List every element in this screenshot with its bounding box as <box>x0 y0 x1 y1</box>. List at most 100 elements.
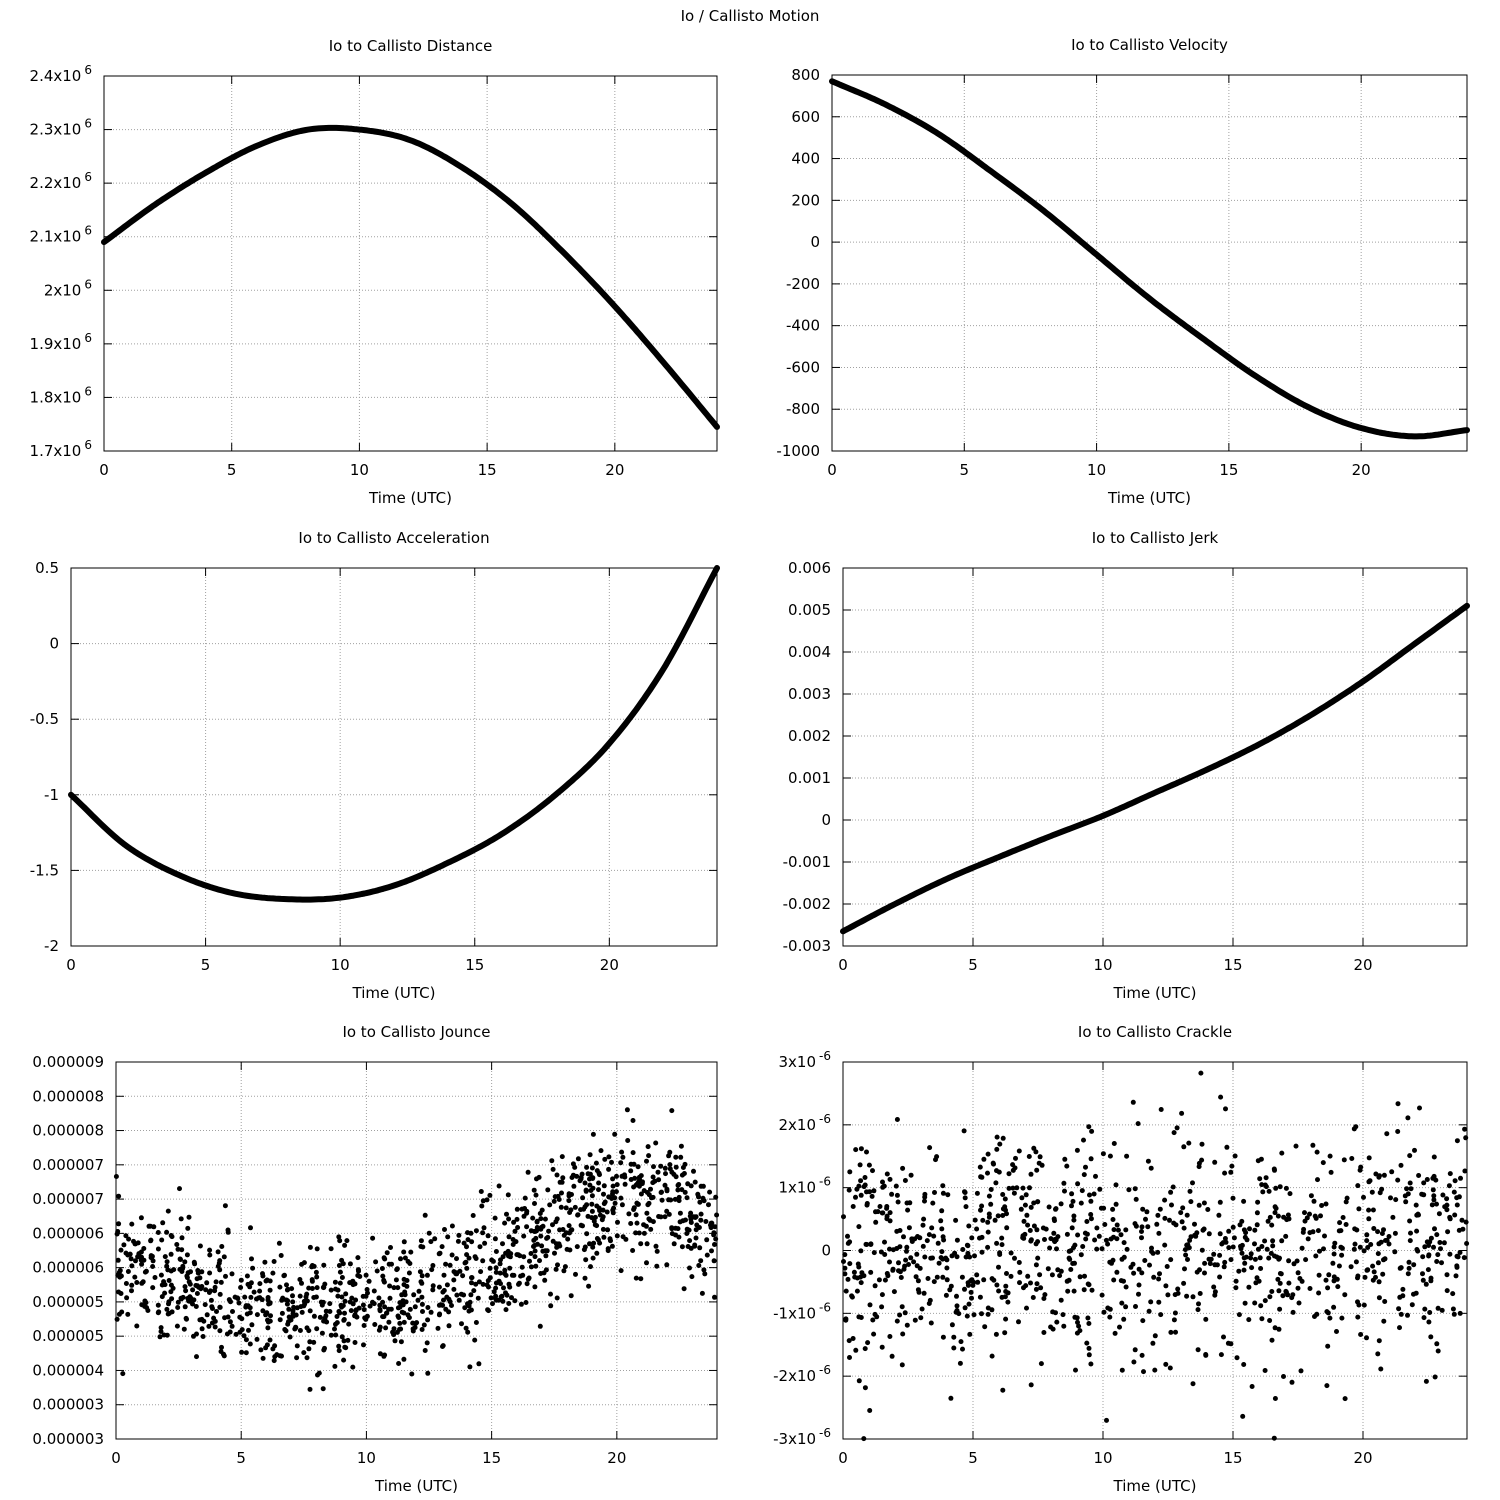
scatter-point <box>284 1287 290 1293</box>
scatter-point <box>1458 1175 1463 1181</box>
scatter-point <box>628 1168 634 1174</box>
scatter-point <box>894 1117 900 1122</box>
scatter-point <box>1167 1217 1172 1223</box>
scatter-point <box>965 1280 971 1286</box>
scatter-point <box>678 1154 684 1160</box>
scatter-point <box>497 1261 503 1267</box>
scatter-point <box>250 1265 256 1271</box>
scatter-point <box>321 1284 327 1290</box>
scatter-point <box>1294 1258 1300 1264</box>
scatter-point <box>1151 1274 1157 1280</box>
scatter-point <box>841 1259 846 1264</box>
scatter-point <box>1081 1172 1087 1178</box>
scatter-point <box>217 1328 223 1334</box>
scatter-point <box>1388 1195 1393 1201</box>
scatter-point <box>182 1284 188 1290</box>
scatter-point <box>560 1175 566 1181</box>
scatter-point <box>966 1223 972 1229</box>
scatter-point <box>1452 1212 1458 1218</box>
scatter-point <box>1023 1192 1029 1198</box>
chart-title: Io to Callisto Acceleration <box>298 529 489 547</box>
scatter-point <box>702 1271 708 1277</box>
scatter-point <box>222 1203 228 1209</box>
scatter-point <box>454 1292 460 1298</box>
scatter-point <box>1139 1224 1145 1230</box>
x-tick-label: 0 <box>827 461 837 479</box>
scatter-point <box>1376 1338 1382 1344</box>
scatter-point <box>232 1294 238 1300</box>
scatter-point <box>1287 1191 1293 1197</box>
scatter-point <box>1428 1235 1434 1241</box>
scatter-point <box>547 1202 553 1208</box>
scatter-point <box>536 1174 542 1180</box>
scatter-point <box>850 1336 856 1341</box>
scatter-point <box>673 1174 679 1180</box>
y-tick-mantissa: 3x10 <box>779 1053 817 1071</box>
scatter-point <box>455 1238 461 1244</box>
scatter-point <box>140 1279 146 1285</box>
scatter-point <box>1024 1212 1030 1218</box>
scatter-point <box>644 1158 649 1164</box>
scatter-point <box>497 1270 503 1276</box>
scatter-point <box>845 1233 850 1239</box>
scatter-point <box>528 1251 534 1256</box>
scatter-point <box>608 1238 613 1244</box>
scatter-point <box>1123 1284 1129 1290</box>
scatter-point <box>371 1288 377 1294</box>
scatter-point <box>386 1261 392 1267</box>
scatter-point <box>524 1224 530 1230</box>
scatter-point <box>185 1225 191 1231</box>
scatter-point <box>1259 1244 1265 1249</box>
scatter-point <box>376 1295 382 1301</box>
scatter-point <box>1162 1215 1168 1221</box>
scatter-point <box>688 1210 694 1216</box>
scatter-point <box>1327 1153 1333 1159</box>
scatter-point <box>1396 1306 1402 1312</box>
scatter-point <box>337 1280 343 1286</box>
scatter-point <box>951 1345 957 1351</box>
scatter-point <box>1058 1201 1064 1207</box>
scatter-point <box>1111 1277 1117 1283</box>
scatter-point <box>1113 1201 1119 1207</box>
scatter-point <box>327 1309 333 1314</box>
scatter-point <box>867 1302 873 1308</box>
scatter-point <box>1211 1251 1217 1257</box>
scatter-point <box>1457 1250 1463 1255</box>
scatter-point <box>1016 1319 1021 1325</box>
scatter-point <box>1035 1239 1041 1245</box>
x-tick-label: 10 <box>331 956 350 974</box>
scatter-point <box>618 1160 624 1166</box>
scatter-point <box>879 1344 885 1350</box>
figure-title: Io / Callisto Motion <box>680 7 820 25</box>
scatter-point <box>688 1216 694 1222</box>
scatter-point <box>1240 1413 1246 1419</box>
scatter-point <box>1190 1294 1196 1300</box>
scatter-point <box>673 1154 679 1160</box>
scatter-point <box>1395 1177 1401 1183</box>
scatter-point <box>948 1283 954 1289</box>
scatter-point <box>709 1248 714 1254</box>
x-tick-label: 0 <box>838 956 848 974</box>
scatter-point <box>1381 1227 1386 1233</box>
scatter-point <box>398 1256 403 1262</box>
scatter-point <box>1386 1241 1392 1247</box>
scatter-point <box>336 1234 342 1240</box>
scatter-point <box>199 1326 205 1332</box>
scatter-point <box>332 1326 337 1332</box>
scatter-point <box>471 1288 477 1294</box>
scatter-point <box>567 1247 573 1253</box>
scatter-point <box>1323 1201 1329 1207</box>
y-tick-label: 0.000008 <box>32 1122 104 1140</box>
scatter-point <box>133 1258 138 1264</box>
y-tick-label: 0.002 <box>788 727 831 745</box>
scatter-point <box>573 1271 578 1277</box>
scatter-point <box>219 1344 224 1350</box>
scatter-point <box>885 1273 891 1279</box>
scatter-point <box>1305 1236 1311 1242</box>
scatter-point <box>1054 1319 1060 1325</box>
scatter-point <box>1286 1280 1292 1286</box>
scatter-point <box>561 1232 567 1238</box>
scatter-point <box>174 1242 180 1247</box>
scatter-point <box>853 1147 859 1153</box>
scatter-point <box>532 1284 538 1290</box>
